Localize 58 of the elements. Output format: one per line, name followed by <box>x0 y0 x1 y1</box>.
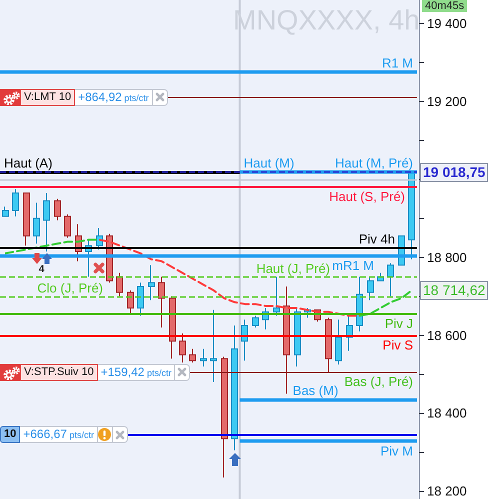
candlestick <box>252 315 259 328</box>
annotation: Bas (J, Pré) <box>344 374 413 389</box>
candlestick <box>158 276 165 328</box>
ref-line-label: Piv 4h <box>358 232 396 247</box>
candlestick <box>335 319 342 366</box>
ref-line-label: V:LMT 10 <box>20 88 76 106</box>
candlestick <box>294 307 301 367</box>
ref-line-label: Piv J <box>384 316 413 331</box>
candlestick <box>116 272 123 297</box>
candlestick <box>127 290 134 314</box>
ref-line-label: 19 018,75 <box>420 162 488 182</box>
annotation: +666,67 pts/ctr <box>23 427 94 442</box>
ref-line-label: Piv M <box>380 443 413 458</box>
annotation: +864,92 pts/ctr <box>78 90 149 104</box>
ref-line-label: Haut (A) <box>4 156 52 171</box>
candlestick <box>2 206 9 217</box>
candlestick <box>64 214 71 238</box>
ref-line-label: Clo (J, Pré) <box>37 280 104 296</box>
candlestick <box>210 309 217 383</box>
candlestick <box>169 296 176 360</box>
candlestick <box>23 192 30 246</box>
annotation: 4 <box>38 264 44 276</box>
y-tick-label: 19 400 <box>427 16 467 31</box>
y-tick-label: 18 200 <box>427 484 467 499</box>
candlestick <box>283 286 290 394</box>
candlestick <box>33 202 40 244</box>
candlestick <box>148 264 155 301</box>
y-tick-label: 19 200 <box>427 94 467 109</box>
text: 18 714,62 <box>420 280 488 300</box>
annotation: Haut (M, Pré) <box>334 155 414 170</box>
ref-line-label: Haut (S, Pré) <box>329 189 406 204</box>
text: 40m45s <box>422 0 468 12</box>
ref-line-label: Haut (J, Pré) <box>256 261 330 276</box>
ref-line-label: V:STP.Suiv 10 <box>20 364 98 381</box>
candlestick <box>221 356 228 478</box>
candlestick <box>408 172 415 260</box>
candlestick <box>200 348 207 367</box>
ref-line-label: mR1 M <box>332 258 374 274</box>
candlestick <box>325 317 332 373</box>
ref-line-label: Piv S <box>382 337 414 352</box>
y-tick-label: 18 400 <box>427 406 467 421</box>
candlestick <box>43 192 50 252</box>
ref-line-label: Bas (M) <box>292 382 338 398</box>
candlestick <box>367 276 374 301</box>
y-tick-label: 18 800 <box>427 250 467 265</box>
candlestick <box>273 276 280 316</box>
annotation: +159,42 pts/ctr <box>100 364 172 379</box>
candlestick <box>54 198 61 221</box>
annotation: 10 <box>0 426 20 444</box>
y-tick-label: 18 600 <box>427 328 467 343</box>
candlestick <box>179 332 186 364</box>
candlestick <box>387 262 394 297</box>
candlestick <box>12 188 19 217</box>
candlestick <box>137 282 144 316</box>
candlestick <box>189 348 196 364</box>
ref-line-label: R1 M <box>382 55 414 70</box>
ref-line-label: Haut (M) <box>244 155 294 170</box>
candlestick <box>231 325 238 451</box>
